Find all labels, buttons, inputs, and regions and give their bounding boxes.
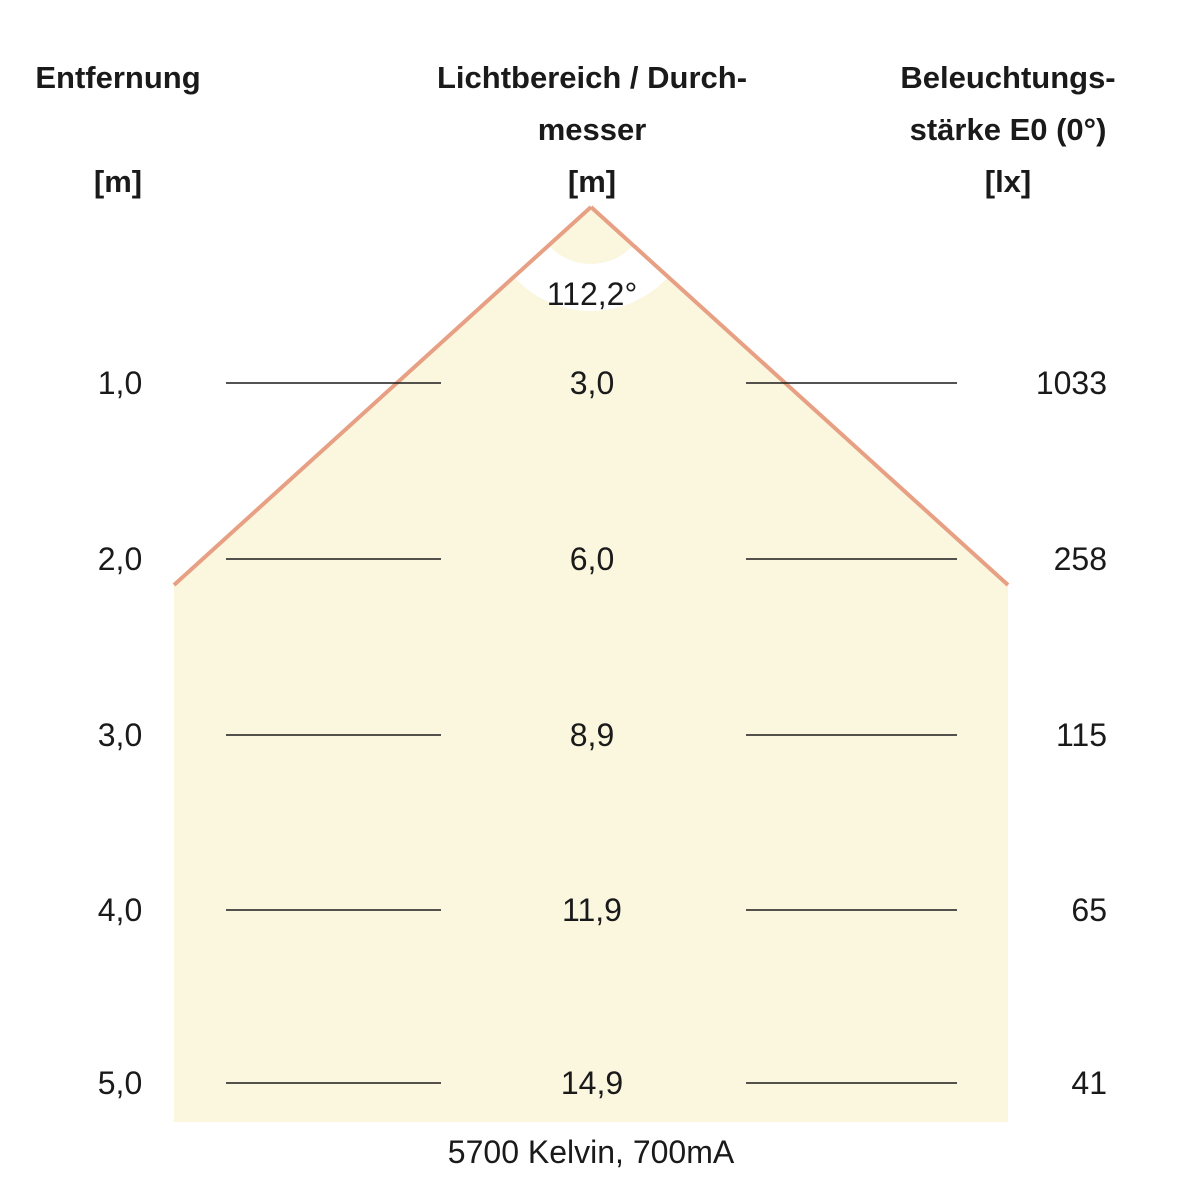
distance-value: 1,0 (97, 365, 143, 401)
cone-edge-right (589, 205, 1010, 587)
header-diameter-title-2: messer (537, 112, 647, 147)
distance-value: 3,0 (97, 717, 143, 753)
header-diameter-unit: [m] (567, 164, 617, 199)
header-illuminance-title-2: stärke E0 (0°) (909, 112, 1107, 147)
row-lines (226, 382, 957, 1084)
header-illuminance: Beleuchtungs- stärke E0 (0°) [lx] (853, 52, 1163, 199)
header-illuminance-unit: [lx] (984, 164, 1032, 199)
diameter-value: 14,9 (560, 1065, 624, 1101)
diameter-value: 3,0 (569, 365, 615, 401)
cone-edge-left (172, 205, 593, 587)
illuminance-value: 258 (1053, 541, 1107, 577)
distance-value: 2,0 (97, 541, 143, 577)
diameter-value: 8,9 (569, 717, 615, 753)
header-diameter: Lichtbereich / Durch- messer [m] (392, 52, 792, 199)
header-diameter-title-1: Lichtbereich / Durch- (436, 60, 748, 95)
illuminance-value: 115 (1055, 717, 1107, 753)
illuminance-value: 1033 (1035, 365, 1107, 401)
operating-condition-caption: 5700 Kelvin, 700mA (447, 1134, 735, 1170)
distance-value: 4,0 (97, 892, 143, 928)
apex-sector (548, 207, 634, 264)
header-illuminance-title-1: Beleuchtungs- (900, 60, 1116, 95)
cone-fill (174, 207, 1008, 1122)
header-distance-unit: [m] (93, 164, 143, 199)
distance-value: 5,0 (97, 1065, 143, 1101)
header-distance: Entfernung [m] (8, 52, 228, 199)
diameter-value: 6,0 (569, 541, 615, 577)
diameter-value: 11,9 (562, 892, 622, 928)
illuminance-value: 65 (1071, 892, 1107, 928)
header-distance-title: Entfernung (35, 60, 201, 95)
illuminance-value: 41 (1071, 1065, 1107, 1101)
beam-angle-label: 112,2° (546, 276, 638, 312)
